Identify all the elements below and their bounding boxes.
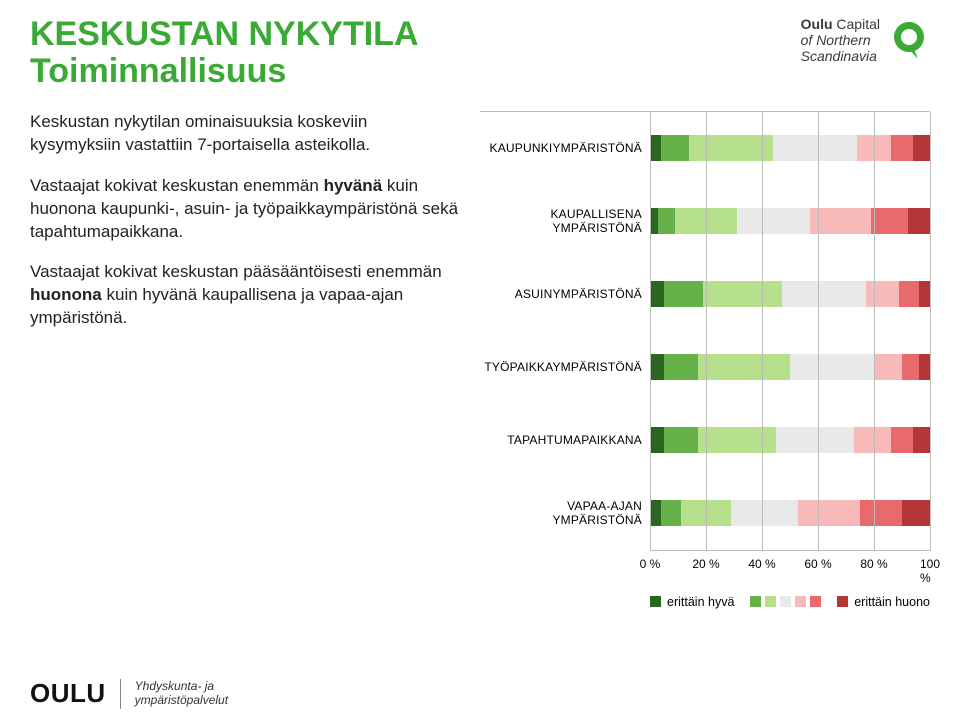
row-label: KAUPALLISENA YMPÄRISTÖNÄ: [480, 207, 650, 235]
bar-segment: [810, 208, 872, 234]
bar-segment: [664, 427, 698, 453]
legend-swatch: [780, 596, 791, 607]
bar-segment: [857, 135, 891, 161]
bar-segment: [899, 281, 919, 307]
bar-segment: [650, 135, 661, 161]
legend-swatches: [750, 596, 821, 607]
bar-segment: [776, 427, 854, 453]
row-label: TYÖPAIKKAYMPÄRISTÖNÄ: [480, 360, 650, 374]
bar-segment: [908, 208, 930, 234]
x-tick: 80 %: [860, 557, 887, 571]
row-label: TAPAHTUMAPAIKKANA: [480, 433, 650, 447]
legend-label-worst: erittäin huono: [854, 595, 930, 609]
logo-tag2: of Northern: [801, 32, 871, 48]
bar-segment: [854, 427, 890, 453]
chart-row: ASUINYMPÄRISTÖNÄ: [480, 258, 930, 331]
x-tick: 60 %: [804, 557, 831, 571]
bar-segment: [902, 500, 930, 526]
footer-divider: [120, 679, 121, 709]
paragraph-1: Keskustan nykytilan ominaisuuksia koskev…: [30, 111, 460, 157]
bar-segment: [913, 427, 930, 453]
stacked-bar: [650, 354, 930, 380]
bar-segment: [698, 354, 790, 380]
legend-swatch-worst: [837, 596, 848, 607]
bar-segment: [871, 208, 907, 234]
footer-text: Yhdyskunta- ja ympäristöpalvelut: [135, 680, 228, 708]
paragraph-3: Vastaajat kokivat keskustan pääsääntöise…: [30, 261, 460, 330]
bar-segment: [689, 135, 773, 161]
bar-segment: [681, 500, 731, 526]
bar-segment: [658, 208, 675, 234]
chart-row: TAPAHTUMAPAIKKANA: [480, 404, 930, 477]
bar-segment: [913, 135, 930, 161]
title-line1: KESKUSTAN NYKYTILA: [30, 16, 419, 53]
legend-swatch: [750, 596, 761, 607]
footer: OULU Yhdyskunta- ja ympäristöpalvelut: [30, 678, 228, 709]
speech-bubble-icon: [888, 19, 930, 61]
chart-row: TYÖPAIKKAYMPÄRISTÖNÄ: [480, 331, 930, 404]
row-label: ASUINYMPÄRISTÖNÄ: [480, 287, 650, 301]
logo-brand: Oulu: [801, 16, 833, 32]
body-text: Keskustan nykytilan ominaisuuksia koskev…: [30, 111, 460, 551]
header-logo: Oulu Capital of Northern Scandinavia: [801, 16, 930, 64]
bar-segment: [773, 135, 857, 161]
legend-swatch: [810, 596, 821, 607]
bar-segment: [698, 427, 776, 453]
legend-swatch-best: [650, 596, 661, 607]
legend-swatch: [765, 596, 776, 607]
bar-segment: [798, 500, 860, 526]
stacked-bar: [650, 500, 930, 526]
bar-segment: [650, 354, 664, 380]
bar-segment: [790, 354, 874, 380]
bar-segment: [703, 281, 781, 307]
bar-segment: [664, 281, 703, 307]
legend-label-best: erittäin hyvä: [667, 595, 734, 609]
chart-legend: erittäin hyvä erittäin huono: [650, 595, 930, 609]
logo-tag1: Capital: [836, 16, 880, 32]
x-tick: 40 %: [748, 557, 775, 571]
bar-segment: [664, 354, 698, 380]
logo-tag3: Scandinavia: [801, 48, 877, 64]
bar-segment: [661, 500, 681, 526]
bar-segment: [650, 281, 664, 307]
footer-logo: OULU: [30, 678, 106, 709]
bar-segment: [650, 500, 661, 526]
bar-segment: [661, 135, 689, 161]
row-label: KAUPUNKIYMPÄRISTÖNÄ: [480, 141, 650, 155]
bar-segment: [919, 281, 930, 307]
paragraph-2: Vastaajat kokivat keskustan enemmän hyvä…: [30, 175, 460, 244]
x-tick: 20 %: [692, 557, 719, 571]
bar-segment: [650, 208, 658, 234]
bar-segment: [782, 281, 866, 307]
chart-row: VAPAA-AJAN YMPÄRISTÖNÄ: [480, 477, 930, 550]
bar-segment: [866, 281, 900, 307]
legend-swatch: [795, 596, 806, 607]
bar-segment: [902, 354, 919, 380]
bar-segment: [650, 427, 664, 453]
stacked-bar: [650, 208, 930, 234]
logo-text: Oulu Capital of Northern Scandinavia: [801, 16, 880, 64]
stacked-bar: [650, 281, 930, 307]
bar-segment: [675, 208, 737, 234]
bar-segment: [874, 354, 902, 380]
page-title-block: KESKUSTAN NYKYTILA Toiminnallisuus: [30, 16, 419, 91]
bar-segment: [919, 354, 930, 380]
bar-segment: [891, 135, 913, 161]
bar-segment: [860, 500, 902, 526]
row-label: VAPAA-AJAN YMPÄRISTÖNÄ: [480, 499, 650, 527]
stacked-bar: [650, 135, 930, 161]
chart-row: KAUPALLISENA YMPÄRISTÖNÄ: [480, 185, 930, 258]
title-line2: Toiminnallisuus: [30, 53, 419, 90]
bar-segment: [737, 208, 810, 234]
bar-segment: [891, 427, 913, 453]
chart-row: KAUPUNKIYMPÄRISTÖNÄ: [480, 112, 930, 185]
bar-segment: [731, 500, 798, 526]
x-tick: 100 %: [920, 557, 940, 585]
stacked-bar: [650, 427, 930, 453]
x-tick: 0 %: [640, 557, 661, 571]
stacked-bar-chart: KAUPUNKIYMPÄRISTÖNÄ KAUPALLISENA YMPÄRIST…: [480, 111, 930, 551]
